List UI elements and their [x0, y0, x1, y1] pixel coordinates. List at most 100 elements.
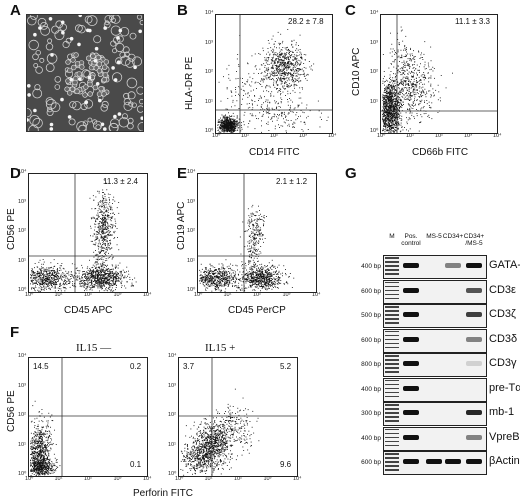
gel-lane-strip	[383, 353, 487, 377]
x-tick-label: 10⁰	[25, 476, 34, 482]
gel-ladder-band	[385, 261, 399, 263]
plot-b	[215, 14, 333, 134]
plot-d	[28, 173, 148, 293]
gel-ladder-band	[385, 428, 399, 431]
plot-f-right-ur: 5.2	[280, 362, 292, 371]
y-tick-label: 10⁴	[370, 10, 379, 16]
plot-d-xlabel: CD45 APC	[64, 305, 113, 316]
y-tick-label: 10⁴	[18, 353, 27, 359]
gel-ladder-band	[385, 269, 399, 271]
x-tick-label: 10⁰	[194, 292, 203, 298]
gel-ladder-band	[385, 293, 399, 296]
gel-column-label: MS-5	[426, 233, 442, 240]
y-tick-label: 10⁰	[18, 287, 27, 293]
gel-band	[403, 410, 419, 415]
gel-ladder-band	[385, 457, 399, 459]
gel-band	[466, 312, 482, 317]
x-tick-label: 10⁴	[328, 133, 337, 139]
gel-ladder-band	[385, 363, 399, 365]
gel-ladder-band	[385, 306, 399, 308]
panel-letter-f: F	[10, 324, 20, 341]
gel-gene-label: CD3ζ	[489, 308, 516, 320]
gel-size-label: 300 bp	[361, 410, 381, 417]
plot-f-left-title: IL15 —	[76, 342, 112, 354]
gel-column-label: M	[389, 233, 395, 240]
y-tick-label: 10¹	[168, 441, 176, 448]
y-tick-label: 10²	[205, 69, 213, 75]
y-tick-label: 10¹	[187, 257, 195, 264]
gel-gene-label: pre-Tα	[489, 381, 520, 394]
y-tick-label: 10⁴	[187, 169, 196, 175]
plot-f-right-title: IL15 +	[205, 342, 236, 354]
gel-band	[403, 287, 419, 293]
plot-e-dots	[198, 174, 316, 292]
gel-ladder-band	[385, 318, 399, 320]
plot-f-left	[28, 357, 148, 477]
x-tick-label: 10⁴	[493, 133, 502, 139]
gel-gene-label: βActin	[489, 455, 520, 467]
gel-ladder-band	[385, 444, 399, 447]
gel-band	[403, 434, 419, 440]
gel-gene-label: mb-1	[489, 406, 515, 418]
gel-band	[466, 410, 482, 415]
x-tick-label: 10¹	[54, 292, 63, 298]
y-tick-label: 10⁰	[187, 287, 196, 293]
gel-band	[445, 459, 461, 464]
gel-band	[466, 361, 482, 366]
gel-column-label: CD34+	[442, 233, 464, 240]
x-tick-label: 10²	[84, 476, 92, 482]
x-tick-label: 10⁴	[143, 476, 152, 482]
gel-image: M Pos. control MS-5 CD34+ CD34+/MS-5 400 bp GA…	[349, 233, 520, 479]
gel-ladder-band	[385, 330, 399, 333]
x-tick-label: 10¹	[406, 133, 414, 139]
panel-letter-g: G	[345, 165, 357, 182]
x-tick-label: 10²	[435, 133, 443, 139]
y-tick-label: 10²	[168, 412, 176, 418]
gel-ladder-band	[385, 395, 399, 398]
gel-size-label: 600 bp	[361, 459, 381, 466]
micrograph-image	[26, 14, 144, 132]
gel-ladder-band	[385, 355, 399, 357]
gel-size-label: 800 bp	[361, 361, 381, 368]
gel-ladder-band	[385, 408, 399, 410]
gel-band	[466, 434, 482, 440]
y-tick-label: 10³	[18, 382, 26, 389]
gel-band	[466, 263, 482, 268]
x-tick-label: 10⁰	[377, 133, 386, 139]
gel-ladder-band	[385, 404, 399, 406]
y-tick-label: 10⁰	[205, 128, 214, 134]
plot-e	[197, 173, 317, 293]
x-tick-label: 10⁰	[175, 476, 184, 482]
gel-ladder-band	[385, 436, 399, 439]
plot-e-ylabel: CD19 APC	[176, 201, 187, 250]
panel-letter-e: E	[177, 165, 188, 182]
gel-ladder-band	[385, 338, 399, 341]
gel-ladder-band	[385, 383, 399, 386]
gel-size-label: 600 bp	[361, 287, 381, 295]
panel-letter-c: C	[345, 2, 356, 19]
x-tick-label: 10²	[253, 292, 261, 298]
y-tick-label: 10³	[370, 39, 378, 46]
y-tick-label: 10³	[187, 198, 195, 205]
gel-ladder-band	[385, 391, 399, 394]
gel-band	[466, 287, 482, 293]
gel-ladder-band	[385, 432, 399, 435]
x-tick-label: 10³	[263, 476, 272, 482]
plot-b-ylabel: HLA-DR PE	[184, 56, 195, 110]
plot-f-right-lr: 9.6	[280, 460, 292, 469]
plot-c-xlabel: CD66b FITC	[412, 147, 469, 158]
plot-d-value: 11.3 ± 2.4	[103, 177, 138, 186]
x-tick-label: 10¹	[223, 292, 232, 298]
plot-e-value: 2.1 ± 1.2	[276, 177, 308, 186]
gel-ladder-band	[385, 285, 399, 288]
plot-e-xlabel: CD45 PerCP	[228, 305, 286, 316]
gel-column-label: Pos. control	[401, 233, 421, 247]
gel-band	[466, 336, 482, 342]
gel-band	[466, 459, 482, 464]
gel-ladder-band	[385, 469, 399, 471]
gel-ladder-band	[385, 359, 399, 361]
y-tick-label: 10²	[370, 69, 378, 75]
gel-ladder-band	[385, 257, 399, 259]
x-tick-label: 10⁰	[25, 292, 34, 298]
micrograph-drawing	[27, 15, 143, 131]
